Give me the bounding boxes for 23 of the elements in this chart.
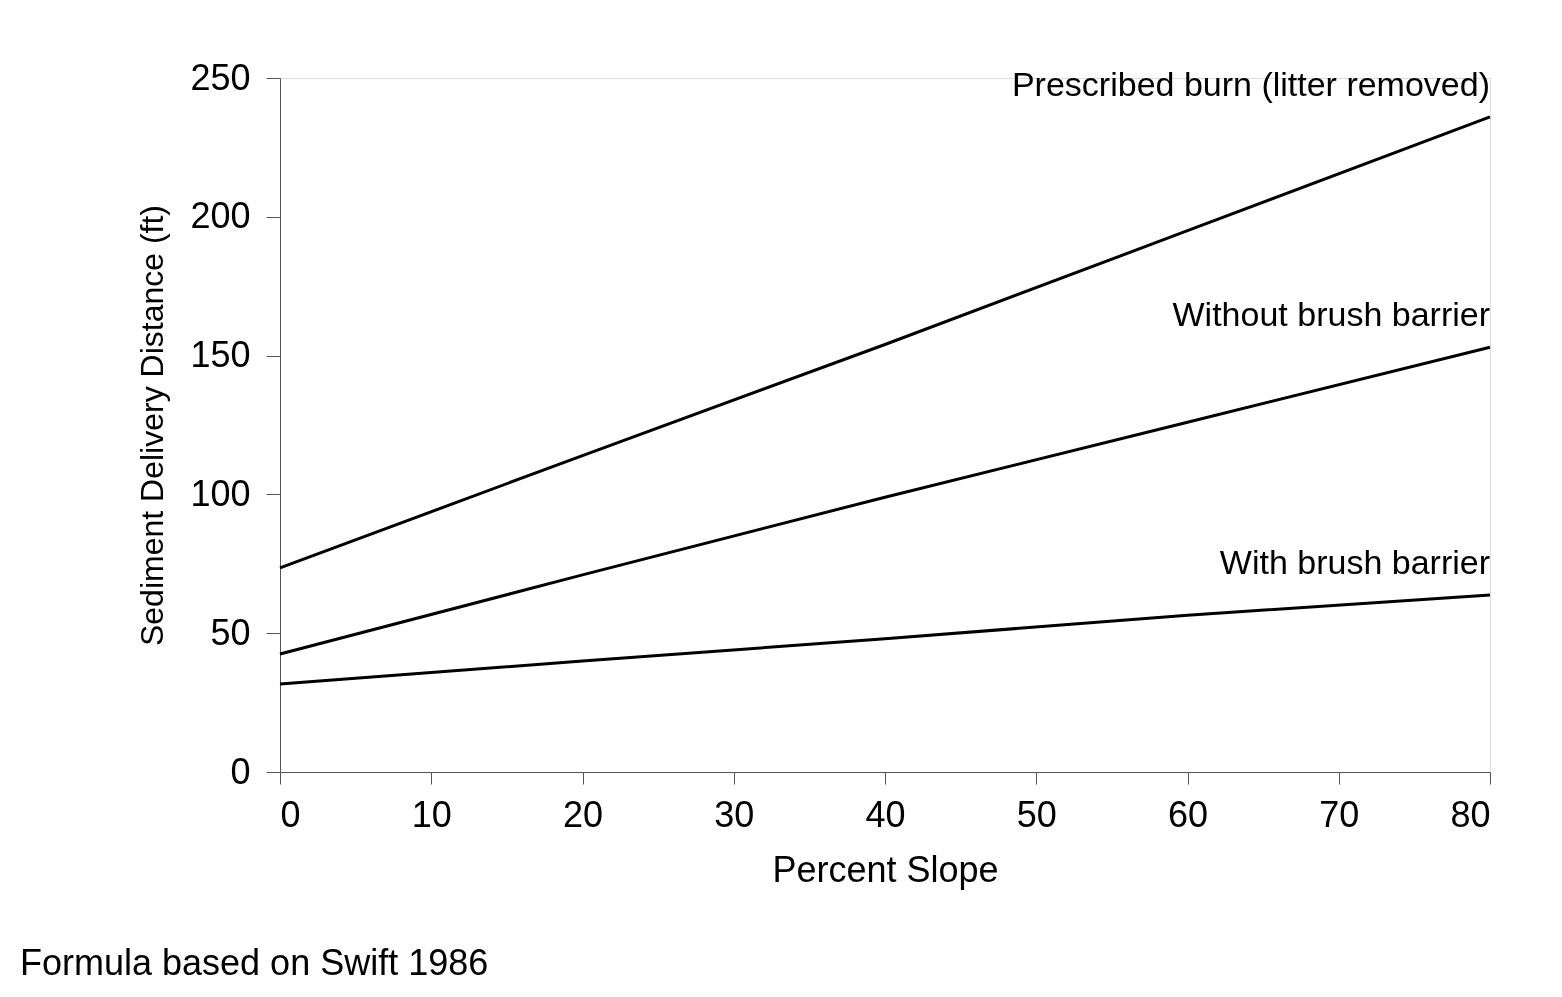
y-axis-title: Sediment Delivery Distance (ft)	[134, 204, 171, 647]
y-tick-label: 150	[190, 334, 251, 376]
x-tick-label: 10	[411, 793, 452, 835]
x-tick-label: 20	[562, 793, 604, 835]
y-tick-label: 50	[210, 611, 251, 653]
y-tick-label: 250	[190, 56, 251, 98]
y-tick-label: 0	[230, 750, 251, 792]
x-tick-label: 80	[1450, 793, 1491, 835]
y-tick-label: 100	[190, 472, 251, 514]
series-label: Prescribed burn (litter removed)	[1011, 64, 1490, 103]
line-series	[278, 345, 1492, 656]
y-tick-label: 200	[190, 195, 251, 237]
x-tick-label: 60	[1167, 793, 1209, 835]
x-tick-label: 50	[1016, 793, 1057, 835]
x-tick-label: 40	[865, 793, 906, 835]
text: Formula based on Swift 1986	[20, 942, 489, 983]
series-label: With brush barrier	[1219, 542, 1490, 581]
series-label: Without brush barrier	[1172, 295, 1490, 334]
x-tick-label: 70	[1319, 793, 1360, 835]
x-tick-label: 30	[714, 793, 755, 835]
x-axis-title: Percent Slope	[772, 848, 999, 890]
x-tick-label: 0	[280, 793, 301, 835]
line-series	[278, 593, 1492, 686]
